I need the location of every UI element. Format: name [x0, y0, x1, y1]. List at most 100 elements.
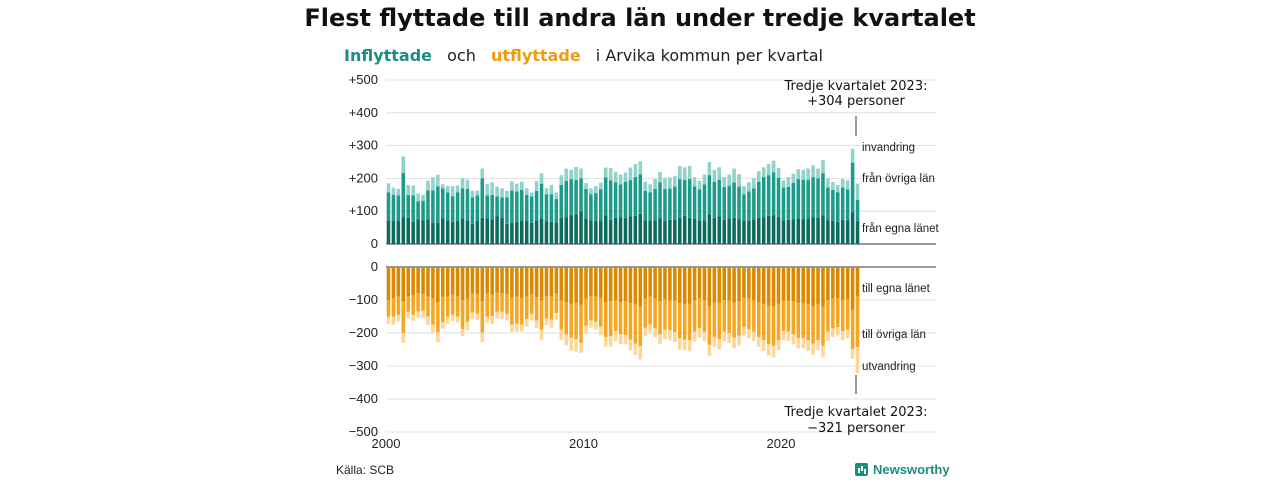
bar-out-other — [401, 301, 406, 333]
bar-out-abroad — [786, 331, 791, 341]
bar-out-other — [816, 303, 820, 341]
bar-out-own — [618, 267, 623, 302]
bar-out-other — [475, 294, 480, 314]
bar-out-other — [406, 296, 410, 312]
bar-out-other — [455, 296, 460, 317]
bar-in-other — [771, 172, 776, 216]
bar-out-own — [668, 267, 672, 300]
bar-in-abroad — [421, 194, 425, 201]
bar-in-other — [643, 190, 647, 221]
bar-out-abroad — [436, 332, 440, 343]
brand-logo: Newsworthy — [855, 462, 950, 477]
bar-in-other — [766, 175, 771, 216]
bar-in-other — [426, 190, 430, 220]
x-tick-label: 2010 — [569, 436, 598, 451]
bar-out-own — [801, 267, 805, 304]
bar-in-other — [776, 177, 781, 218]
bar-out-other — [445, 296, 450, 317]
bar-in-other — [386, 192, 391, 221]
bar-in-other — [692, 186, 697, 220]
y-tick-label: 0 — [371, 259, 378, 274]
bar-in-other — [678, 179, 682, 218]
bar-in-other — [840, 187, 845, 220]
bar-in-own — [742, 220, 746, 244]
bar-out-abroad — [475, 313, 480, 320]
bar-out-abroad — [559, 329, 564, 340]
bar-out-other — [396, 296, 401, 315]
bar-out-other — [510, 297, 514, 325]
bar-out-abroad — [455, 316, 460, 323]
bar-in-own — [831, 221, 835, 244]
bar-in-abroad — [490, 182, 494, 195]
bar-in-abroad — [757, 171, 761, 182]
segment-label: från övriga län — [862, 173, 935, 185]
bar-in-own — [638, 213, 643, 244]
bar-in-own — [589, 220, 593, 244]
subtitle-inflyttade: Inflyttade — [344, 46, 433, 65]
bar-out-own — [648, 267, 652, 297]
bar-in-abroad — [707, 162, 712, 176]
bar-in-other — [697, 189, 702, 221]
bar-out-own — [416, 267, 420, 294]
bar-in-other — [559, 184, 564, 218]
subtitle-och: och — [447, 46, 476, 65]
bar-in-own — [475, 221, 480, 244]
bar-out-own — [401, 267, 406, 302]
bar-in-other — [826, 187, 830, 221]
bar-in-abroad — [752, 178, 756, 189]
bar-in-abroad — [524, 188, 529, 195]
bar-out-own — [623, 267, 628, 302]
bar-out-other — [761, 303, 766, 341]
bar-in-abroad — [806, 168, 810, 180]
bar-in-other — [796, 179, 801, 219]
bar-out-other — [855, 296, 860, 348]
bar-in-other — [500, 197, 504, 218]
bar-out-abroad — [618, 334, 623, 345]
bar-in-abroad — [781, 180, 786, 188]
bar-in-abroad — [668, 177, 672, 189]
bar-out-own — [564, 267, 568, 303]
bar-in-abroad — [850, 148, 855, 163]
bar-in-other — [673, 186, 677, 220]
bar-out-own — [599, 267, 603, 299]
bar-out-abroad — [806, 340, 810, 351]
bar-in-abroad — [386, 183, 391, 193]
bar-in-other — [717, 179, 722, 217]
bar-in-other — [455, 192, 460, 222]
bar-out-abroad — [441, 322, 445, 329]
bar-out-own — [431, 267, 435, 299]
bar-out-other — [421, 294, 425, 311]
bar-out-other — [678, 303, 682, 339]
bar-out-own — [836, 267, 840, 299]
bar-out-own — [524, 267, 529, 297]
bar-in-own — [505, 223, 509, 244]
bar-in-other — [584, 188, 588, 219]
bar-out-abroad — [603, 336, 608, 347]
bar-in-other — [687, 179, 692, 218]
bar-in-other — [845, 189, 850, 221]
bar-out-abroad — [836, 327, 840, 336]
bar-in-own — [603, 215, 608, 244]
bar-in-own — [663, 221, 667, 244]
bar-in-abroad — [460, 178, 465, 189]
bar-out-abroad — [712, 336, 717, 347]
bar-in-own — [643, 220, 647, 244]
bar-in-abroad — [638, 161, 643, 175]
bar-out-own — [529, 267, 534, 295]
x-tick-label: 2020 — [767, 436, 796, 451]
bar-out-other — [752, 300, 756, 332]
bar-in-other — [850, 162, 855, 213]
bar-in-own — [441, 218, 445, 244]
bar-out-abroad — [742, 327, 746, 336]
bar-in-other — [722, 186, 726, 220]
bar-out-own — [831, 267, 835, 299]
bar-out-other — [441, 297, 445, 323]
bar-in-own — [766, 215, 771, 244]
bar-out-other — [747, 298, 751, 330]
bar-out-own — [386, 267, 391, 300]
bar-out-abroad — [648, 324, 652, 333]
bar-out-abroad — [791, 334, 796, 345]
bar-out-other — [594, 296, 598, 322]
bar-out-own — [806, 267, 810, 304]
bar-out-other — [549, 296, 554, 320]
